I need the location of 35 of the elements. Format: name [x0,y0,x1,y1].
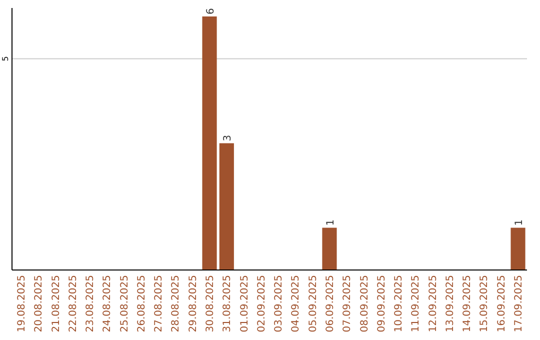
x-tick-label: 19.08.2025 [16,275,28,332]
data-label: 6 [206,8,217,14]
x-tick-label: 16.09.2025 [496,275,508,332]
x-tick-label: 10.09.2025 [394,275,405,332]
x-tick-label: 13.09.2025 [444,275,456,332]
x-tick-label: 03.09.2025 [274,275,285,332]
x-tick-label: 31.08.2025 [222,275,234,332]
x-tick-label: 12.09.2025 [428,275,439,332]
data-label: 1 [514,219,526,226]
x-tick-label: 30.08.2025 [205,275,216,332]
data-label: 3 [222,134,234,142]
x-tick-label: 09.09.2025 [376,275,388,332]
x-tick-label: 08.09.2025 [359,275,370,332]
x-tick-label: 29.08.2025 [188,275,199,332]
x-tick-label: 23.08.2025 [85,275,96,332]
x-tick-label: 28.08.2025 [170,275,182,332]
x-tick-label: 24.08.2025 [102,275,114,332]
x-tick-label: 06.09.2025 [324,275,336,332]
x-tick-label: 17.09.2025 [514,275,525,332]
x-tick-label: 04.09.2025 [290,275,302,332]
x-tick-label: 22.08.2025 [68,275,79,332]
x-tick-label: 01.09.2025 [239,275,250,332]
y-tick-label: 5 [1,56,10,62]
x-tick-label: 15.09.2025 [479,275,490,332]
x-tick-label: 11.09.2025 [410,275,422,332]
x-tick-label: 26.08.2025 [136,275,148,332]
x-tick-label: 27.08.2025 [154,275,165,332]
x-tick-label: 20.08.2025 [34,275,45,332]
x-tick-label: 02.09.2025 [256,275,268,332]
data-label: 1 [325,219,336,226]
x-tick-label: 25.08.2025 [119,275,130,332]
x-tick-label: 14.09.2025 [462,275,474,332]
x-tick-label: 21.08.2025 [50,275,62,332]
x-tick-label: 05.09.2025 [308,275,319,332]
x-tick-label: 07.09.2025 [342,275,354,332]
